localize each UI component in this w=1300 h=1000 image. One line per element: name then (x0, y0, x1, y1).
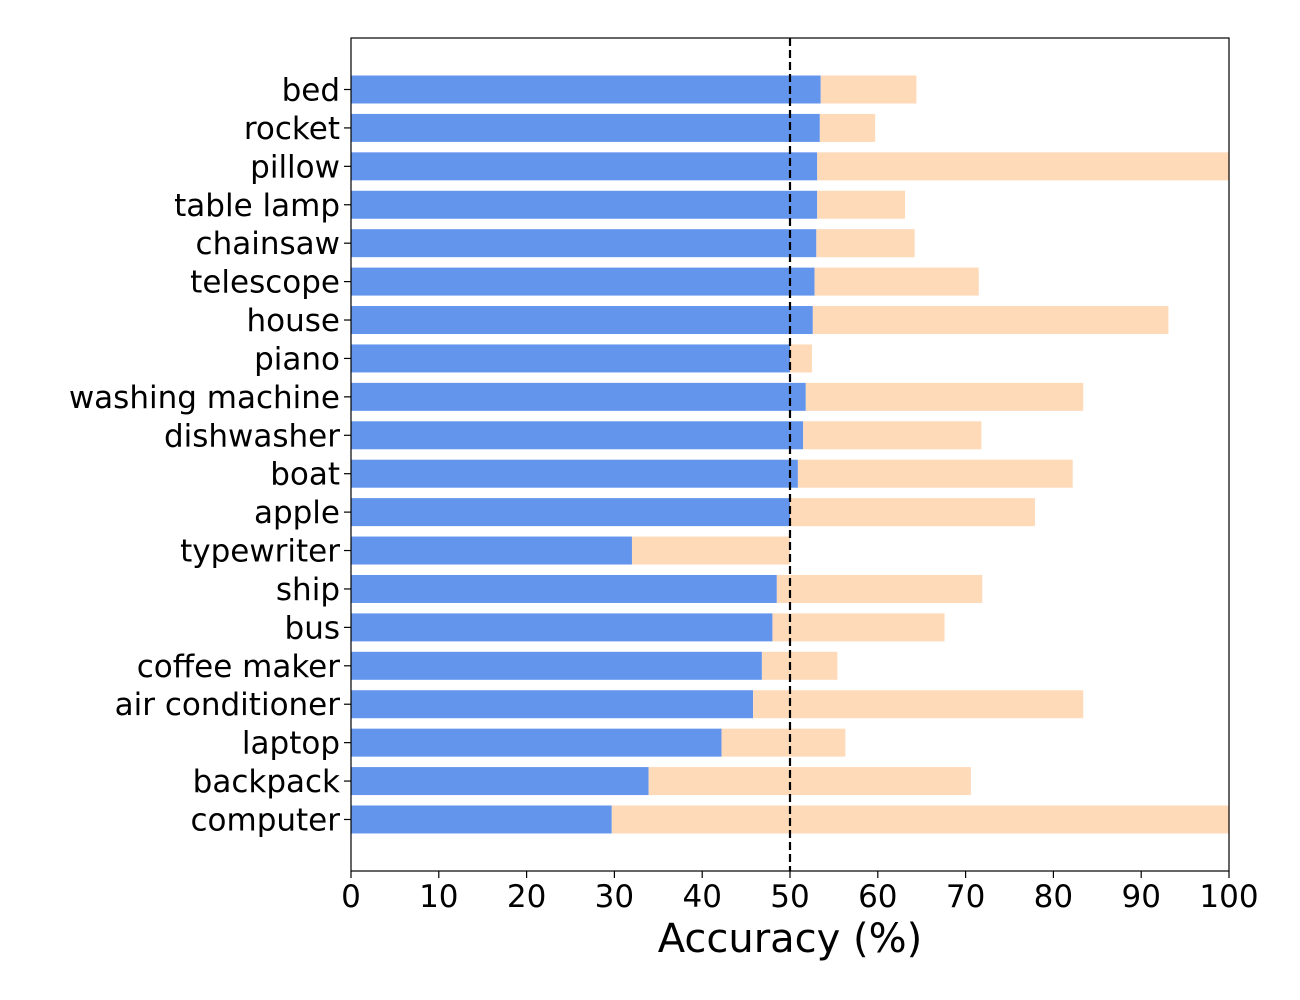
x-tick-label: 0 (341, 879, 361, 915)
bar-base-pillow (351, 152, 818, 181)
bar-delta-ship (776, 574, 983, 603)
bar-base-ship (351, 574, 777, 603)
category-label: bed (282, 73, 340, 109)
x-tick-label: 20 (507, 879, 546, 915)
category-label: table lamp (174, 188, 340, 224)
bar-base-laptop (351, 728, 722, 757)
bar-base-boat (351, 459, 798, 488)
x-tick-label: 50 (770, 879, 809, 915)
bar-base-backpack (351, 767, 649, 796)
bar-delta-computer (611, 805, 1229, 834)
bar-base-telescope (351, 267, 815, 296)
bar-base-house (351, 306, 813, 335)
bar-delta-typewriter (631, 536, 790, 565)
category-label: air conditioner (115, 687, 341, 723)
category-label: rocket (244, 111, 340, 147)
category-label: ship (276, 572, 340, 608)
category-label: telescope (190, 265, 340, 301)
bar-base-bed (351, 75, 821, 104)
bar-delta-boat (797, 459, 1073, 488)
bar-delta-chainsaw (816, 229, 915, 258)
x-axis: 0 10 20 30 40 50 60 70 80 90 100 (341, 871, 1259, 915)
bar-base-coffee-maker (351, 651, 762, 680)
x-tick-label: 80 (1034, 879, 1073, 915)
bar-base-washing-machine (351, 382, 806, 411)
category-label: house (247, 303, 340, 339)
bar-delta-rocket (819, 113, 876, 142)
x-tick-label: 70 (946, 879, 985, 915)
category-label: typewriter (180, 534, 340, 570)
bar-delta-bus (772, 613, 945, 642)
bar-delta-backpack (648, 767, 971, 796)
x-tick-label: 60 (858, 879, 897, 915)
bar-base-table-lamp (351, 190, 818, 219)
category-label: boat (270, 457, 340, 493)
bar-base-bus (351, 613, 773, 642)
category-label: chainsaw (196, 226, 340, 262)
category-label: pillow (250, 149, 340, 185)
category-label: laptop (242, 726, 340, 762)
bar-delta-telescope (814, 267, 979, 296)
bar-base-rocket (351, 113, 820, 142)
x-tick-label: 100 (1199, 879, 1258, 915)
bar-base-apple (351, 498, 790, 527)
bar-delta-bed (820, 75, 917, 104)
bar-delta-house (812, 306, 1169, 335)
category-label: apple (254, 495, 340, 531)
bar-base-chainsaw (351, 229, 817, 258)
category-label: coffee maker (137, 649, 340, 685)
category-label: backpack (193, 764, 340, 800)
bar-delta-coffee-maker (761, 651, 838, 680)
bar-delta-table-lamp (817, 190, 906, 219)
bar-base-dishwasher (351, 421, 804, 450)
bar-base-computer (351, 805, 612, 834)
x-tick-label: 90 (1121, 879, 1160, 915)
x-tick-label: 40 (682, 879, 721, 915)
bar-base-air-conditioner (351, 690, 754, 719)
bar-delta-apple (790, 498, 1035, 527)
bar-base-piano (351, 344, 790, 373)
category-label: computer (190, 802, 340, 838)
bar-delta-pillow (817, 152, 1229, 181)
bar-base-typewriter (351, 536, 632, 565)
bar-delta-laptop (721, 728, 846, 757)
bars-layer (351, 75, 1229, 834)
x-axis-title: Accuracy (%) (658, 916, 923, 962)
category-label: dishwasher (164, 418, 340, 454)
x-tick-label: 30 (595, 879, 634, 915)
x-tick-label: 10 (419, 879, 458, 915)
category-label: piano (254, 341, 340, 377)
bar-delta-air-conditioner (753, 690, 1084, 719)
bar-delta-washing-machine (805, 382, 1084, 411)
bar-delta-dishwasher (803, 421, 982, 450)
category-label: washing machine (69, 380, 340, 416)
bar-delta-piano (790, 344, 812, 373)
category-label: bus (285, 610, 340, 646)
